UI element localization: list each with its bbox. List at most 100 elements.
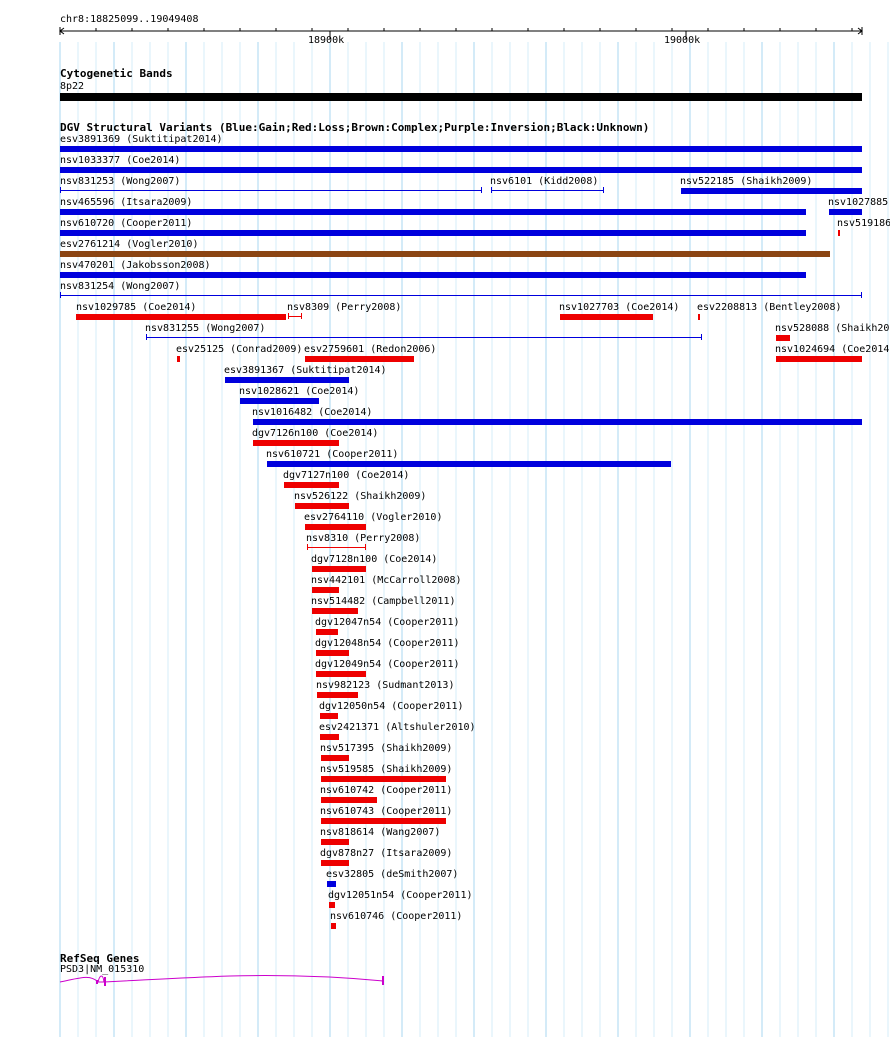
- dgv-feature-33-label[interactable]: nsv514482 (Campbell2011): [311, 596, 456, 607]
- dgv-feature-19-label[interactable]: esv25125 (Conrad2009): [176, 344, 303, 355]
- dgv-feature-37-bar[interactable]: [317, 692, 358, 698]
- dgv-feature-37-label[interactable]: nsv982123 (Sudmant2013): [316, 680, 455, 691]
- dgv-feature-39-bar[interactable]: [320, 734, 339, 740]
- dgv-feature-40-bar[interactable]: [321, 755, 349, 761]
- dgv-feature-30-bar[interactable]: [307, 547, 366, 548]
- dgv-feature-4-label[interactable]: nsv6101 (Kidd2008): [490, 176, 599, 187]
- dgv-feature-17-label[interactable]: nsv831255 (Wong2007): [145, 323, 266, 334]
- dgv-feature-4-bar[interactable]: [491, 190, 604, 191]
- dgv-feature-42-bar[interactable]: [321, 797, 377, 803]
- dgv-feature-44-label[interactable]: nsv818614 (Wang2007): [320, 827, 441, 838]
- dgv-feature-6-label[interactable]: nsv465596 (Itsara2009): [60, 197, 193, 208]
- dgv-feature-3-bar[interactable]: [60, 190, 482, 191]
- dgv-feature-8-label[interactable]: nsv610720 (Cooper2011): [60, 218, 193, 229]
- dgv-feature-25-bar[interactable]: [253, 440, 339, 446]
- dgv-feature-30-label[interactable]: nsv8310 (Perry2008): [306, 533, 421, 544]
- dgv-feature-22-bar[interactable]: [225, 377, 349, 383]
- dgv-feature-11-bar[interactable]: [60, 272, 806, 278]
- dgv-feature-41-bar[interactable]: [321, 776, 446, 782]
- dgv-feature-10-bar[interactable]: [60, 251, 830, 257]
- dgv-feature-34-label[interactable]: dgv12047n54 (Cooper2011): [315, 617, 460, 628]
- dgv-feature-46-label[interactable]: esv32805 (deSmith2007): [326, 869, 459, 880]
- dgv-feature-41-label[interactable]: nsv519585 (Shaikh2009): [320, 764, 453, 775]
- dgv-feature-28-label[interactable]: nsv526122 (Shaikh2009): [294, 491, 427, 502]
- dgv-feature-48-bar[interactable]: [331, 923, 336, 929]
- dgv-feature-1-bar[interactable]: [60, 146, 862, 152]
- dgv-feature-7-label[interactable]: nsv1027885: [828, 197, 889, 208]
- dgv-feature-6-bar[interactable]: [60, 209, 806, 215]
- dgv-feature-14-label[interactable]: nsv8309 (Perry2008): [287, 302, 402, 313]
- dgv-feature-5-bar[interactable]: [681, 188, 862, 194]
- dgv-feature-48-label[interactable]: nsv610746 (Cooper2011): [330, 911, 463, 922]
- dgv-feature-45-label[interactable]: dgv878n27 (Itsara2009): [320, 848, 453, 859]
- dgv-feature-33-bar[interactable]: [312, 608, 358, 614]
- dgv-feature-24-label[interactable]: nsv1016482 (Coe2014): [252, 407, 373, 418]
- dgv-feature-27-bar[interactable]: [284, 482, 339, 488]
- dgv-feature-23-bar[interactable]: [240, 398, 319, 404]
- dgv-feature-3-label[interactable]: nsv831253 (Wong2007): [60, 176, 181, 187]
- dgv-feature-19-bar[interactable]: [177, 356, 180, 362]
- dgv-feature-12-bar[interactable]: [60, 295, 862, 296]
- dgv-feature-9-label[interactable]: nsv519186: [837, 218, 890, 229]
- dgv-feature-14-bar[interactable]: [288, 316, 302, 317]
- dgv-feature-21-label[interactable]: nsv1024694 (Coe2014: [775, 344, 890, 355]
- dgv-feature-10-label[interactable]: esv2761214 (Vogler2010): [60, 239, 199, 250]
- dgv-feature-15-label[interactable]: nsv1027703 (Coe2014): [559, 302, 680, 313]
- dgv-feature-8-bar[interactable]: [60, 230, 806, 236]
- dgv-feature-32-bar[interactable]: [312, 587, 339, 593]
- dgv-feature-23-label[interactable]: nsv1028621 (Coe2014): [239, 386, 360, 397]
- dgv-feature-18-label[interactable]: nsv528088 (Shaikh20: [775, 323, 890, 334]
- dgv-feature-5-label[interactable]: nsv522185 (Shaikh2009): [680, 176, 813, 187]
- dgv-feature-44-bar[interactable]: [321, 839, 349, 845]
- dgv-feature-26-label[interactable]: nsv610721 (Cooper2011): [266, 449, 399, 460]
- dgv-feature-12-label[interactable]: nsv831254 (Wong2007): [60, 281, 181, 292]
- dgv-feature-7-bar[interactable]: [829, 209, 862, 215]
- dgv-feature-13-label[interactable]: nsv1029785 (Coe2014): [76, 302, 197, 313]
- dgv-feature-20-bar[interactable]: [305, 356, 414, 362]
- dgv-feature-36-label[interactable]: dgv12049n54 (Cooper2011): [315, 659, 460, 670]
- dgv-feature-27-label[interactable]: dgv7127n100 (Coe2014): [283, 470, 410, 481]
- dgv-feature-16-label[interactable]: esv2208813 (Bentley2008): [697, 302, 842, 313]
- dgv-feature-28-bar[interactable]: [295, 503, 349, 509]
- dgv-feature-47-label[interactable]: dgv12051n54 (Cooper2011): [328, 890, 473, 901]
- refseq-track-title[interactable]: RefSeq Genes: [60, 952, 140, 965]
- dgv-feature-38-label[interactable]: dgv12050n54 (Cooper2011): [319, 701, 464, 712]
- dgv-feature-11-label[interactable]: nsv470201 (Jakobsson2008): [60, 260, 211, 271]
- dgv-feature-2-label[interactable]: nsv1033377 (Coe2014): [60, 155, 181, 166]
- dgv-feature-39-label[interactable]: esv2421371 (Altshuler2010): [319, 722, 476, 733]
- dgv-feature-17-bar[interactable]: [146, 337, 702, 338]
- dgv-feature-45-bar[interactable]: [321, 860, 349, 866]
- dgv-feature-47-bar[interactable]: [329, 902, 335, 908]
- dgv-feature-46-bar[interactable]: [327, 881, 336, 887]
- dgv-feature-15-bar[interactable]: [560, 314, 653, 320]
- dgv-feature-9-bar[interactable]: [838, 230, 840, 236]
- cytoband-bar[interactable]: [60, 93, 862, 101]
- dgv-feature-38-bar[interactable]: [320, 713, 338, 719]
- dgv-feature-34-bar[interactable]: [316, 629, 338, 635]
- dgv-feature-29-bar[interactable]: [305, 524, 366, 530]
- dgv-feature-32-label[interactable]: nsv442101 (McCarroll2008): [311, 575, 462, 586]
- dgv-feature-35-bar[interactable]: [316, 650, 349, 656]
- dgv-feature-36-bar[interactable]: [316, 671, 366, 677]
- dgv-feature-25-label[interactable]: dgv7126n100 (Coe2014): [252, 428, 379, 439]
- dgv-feature-21-bar[interactable]: [776, 356, 862, 362]
- dgv-feature-24-bar[interactable]: [253, 419, 862, 425]
- dgv-feature-1-label[interactable]: esv3891369 (Suktitipat2014): [60, 134, 223, 145]
- dgv-feature-35-label[interactable]: dgv12048n54 (Cooper2011): [315, 638, 460, 649]
- dgv-feature-18-bar[interactable]: [776, 335, 790, 341]
- dgv-feature-40-label[interactable]: nsv517395 (Shaikh2009): [320, 743, 453, 754]
- dgv-feature-20-label[interactable]: esv2759601 (Redon2006): [304, 344, 437, 355]
- dgv-feature-26-bar[interactable]: [267, 461, 671, 467]
- dgv-feature-13-bar[interactable]: [76, 314, 286, 320]
- dgv-feature-43-bar[interactable]: [321, 818, 446, 824]
- dgv-track-title[interactable]: DGV Structural Variants (Blue:Gain;Red:L…: [60, 121, 650, 134]
- cytoband-track-title[interactable]: Cytogenetic Bands: [60, 67, 173, 80]
- dgv-feature-29-label[interactable]: esv2764110 (Vogler2010): [304, 512, 443, 523]
- refseq-gene-glyph[interactable]: [0, 960, 890, 1000]
- dgv-feature-31-bar[interactable]: [312, 566, 366, 572]
- dgv-feature-31-label[interactable]: dgv7128n100 (Coe2014): [311, 554, 438, 565]
- dgv-feature-16-bar[interactable]: [698, 314, 700, 320]
- dgv-feature-42-label[interactable]: nsv610742 (Cooper2011): [320, 785, 453, 796]
- dgv-feature-2-bar[interactable]: [60, 167, 862, 173]
- dgv-feature-43-label[interactable]: nsv610743 (Cooper2011): [320, 806, 453, 817]
